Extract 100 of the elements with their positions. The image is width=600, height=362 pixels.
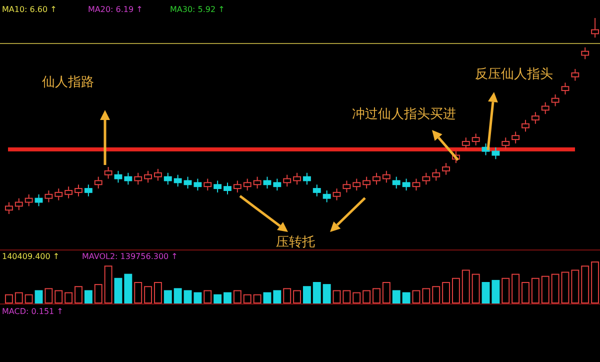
- bar: [551, 274, 560, 304]
- bar: [84, 290, 92, 304]
- bar: [74, 286, 82, 304]
- bar: [44, 288, 53, 304]
- candlestick: [14, 198, 23, 211]
- bar: [4, 294, 13, 304]
- bar: [24, 294, 33, 304]
- bar: [482, 282, 490, 304]
- candlestick: [432, 168, 440, 182]
- text: 压转托: [276, 235, 315, 250]
- text: MA30: 5.92 ↑: [170, 5, 225, 14]
- bar: [263, 292, 272, 304]
- candlestick: [64, 186, 73, 199]
- candlestick: [194, 178, 202, 191]
- bar: [154, 282, 162, 304]
- bar: [214, 294, 222, 304]
- bar: [104, 266, 112, 304]
- text: MA20: 6.19 ↑: [88, 5, 143, 14]
- candlestick: [312, 184, 321, 197]
- candlestick: [591, 18, 600, 38]
- bar: [581, 266, 590, 304]
- candlestick: [322, 190, 331, 203]
- bar: [312, 282, 321, 304]
- bar: [164, 290, 172, 304]
- bar: [472, 274, 480, 304]
- bar: [452, 278, 460, 304]
- candlestick: [214, 180, 222, 193]
- bar: [94, 284, 102, 304]
- bar: [253, 294, 262, 304]
- candlestick: [412, 178, 420, 191]
- candlestick: [144, 170, 152, 184]
- bar: [34, 290, 43, 304]
- candlestick: [581, 46, 590, 60]
- bar: [14, 292, 23, 304]
- bar: [571, 270, 580, 304]
- bar: [293, 290, 302, 304]
- candlestick: [372, 172, 380, 186]
- bar: [541, 276, 550, 304]
- candlestick: [24, 194, 33, 207]
- candlestick: [382, 170, 390, 184]
- bar: [372, 288, 380, 304]
- candlestick: [74, 184, 82, 197]
- bar: [591, 262, 600, 304]
- candlestick: [531, 112, 540, 124]
- bar: [322, 284, 331, 304]
- bar: [412, 290, 420, 304]
- candlestick: [273, 178, 282, 191]
- bar: [114, 278, 122, 304]
- candlestick: [293, 172, 302, 186]
- bar: [273, 290, 282, 304]
- bar: [283, 288, 292, 304]
- candlestick: [422, 172, 430, 186]
- candlestick: [561, 82, 570, 95]
- candlestick: [94, 176, 102, 190]
- bar: [502, 278, 510, 304]
- candlestick: [204, 178, 212, 191]
- annotation: 反压仙人指头: [475, 67, 553, 82]
- candlestick: [442, 162, 450, 176]
- bar: [64, 292, 73, 304]
- bar: [243, 294, 252, 304]
- candlestick: [154, 168, 162, 182]
- candlestick: [571, 68, 580, 82]
- bar: [54, 290, 63, 304]
- candlestick: [512, 131, 520, 144]
- bar: [442, 282, 450, 304]
- candlestick: [283, 174, 292, 188]
- candlestick: [551, 94, 560, 107]
- candlestick: [541, 102, 550, 115]
- bar: [174, 288, 182, 304]
- bar: [134, 282, 142, 304]
- candlestick: [224, 182, 232, 195]
- candlestick: [253, 176, 262, 190]
- candlestick: [134, 172, 142, 186]
- candlestick: [164, 172, 172, 186]
- candlestick: [352, 178, 361, 191]
- bar: [362, 290, 371, 304]
- candlestick: [84, 184, 92, 197]
- candlestick: [302, 172, 311, 186]
- bar: [462, 270, 470, 304]
- text: MAVOL2: 139756.300 ↑: [82, 252, 178, 261]
- candlestick: [124, 172, 132, 186]
- bar: [184, 290, 192, 304]
- candlestick: [104, 166, 112, 180]
- candlestick: [54, 188, 63, 201]
- candlestick: [44, 190, 53, 203]
- candlestick: [174, 174, 182, 188]
- candlestick: [342, 180, 351, 193]
- candlestick: [4, 202, 13, 214]
- bar: [342, 290, 351, 304]
- bar: [402, 292, 410, 304]
- text: 140409.400 ↑: [2, 252, 60, 261]
- annotation: 仙人指路: [42, 75, 94, 90]
- candlestick: [263, 176, 272, 190]
- bar: [194, 292, 202, 304]
- bar: [204, 290, 212, 304]
- text: MACD: 0.151 ↑: [2, 307, 64, 316]
- bar: [432, 286, 440, 304]
- candlestick: [392, 176, 400, 190]
- candlestick: [522, 119, 530, 132]
- bar: [531, 278, 540, 304]
